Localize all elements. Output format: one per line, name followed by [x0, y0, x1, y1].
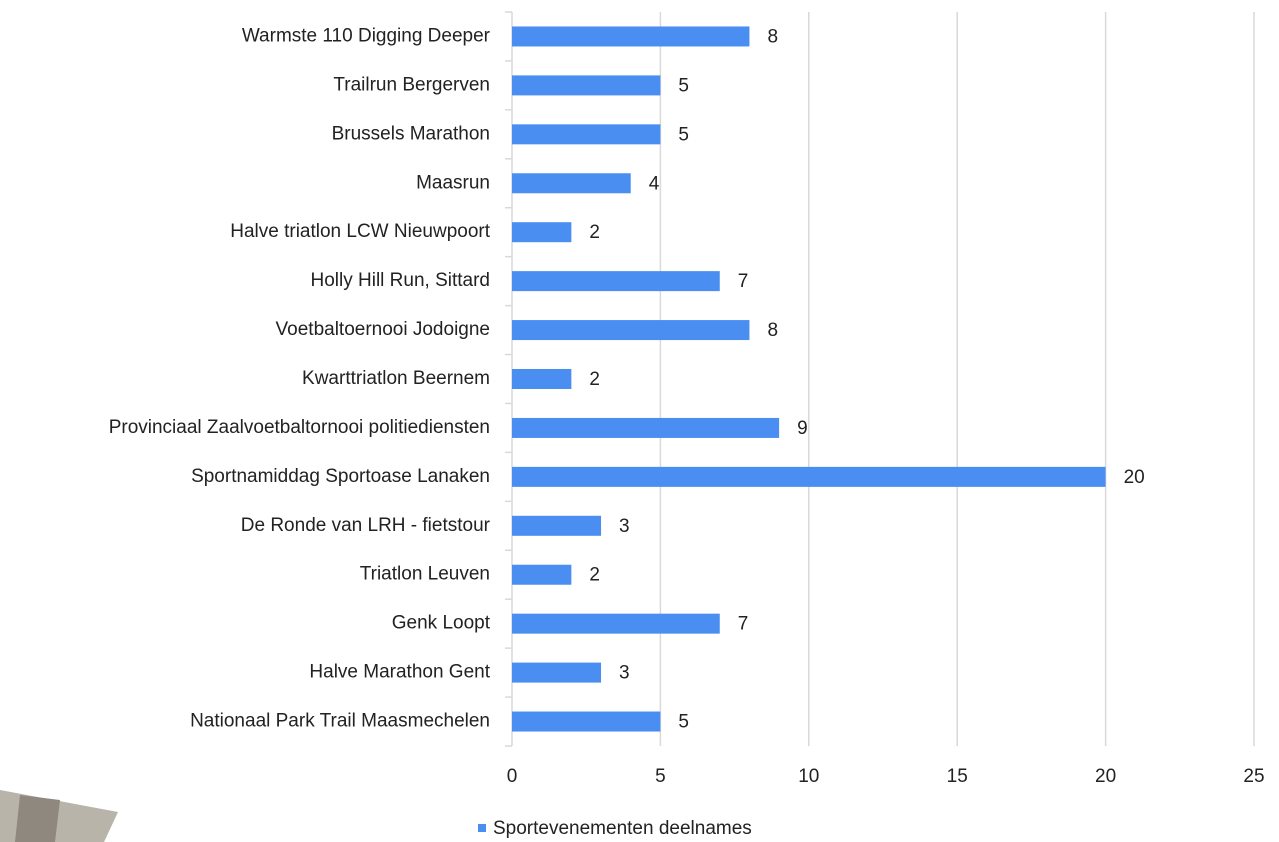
- legend-swatch: [478, 824, 486, 832]
- x-tick-label: 5: [655, 766, 666, 787]
- chart: 0510152025Warmste 110 Digging DeeperTrai…: [0, 0, 1279, 842]
- y-tick-label: Warmste 110 Digging Deeper: [242, 25, 491, 46]
- y-tick-label: Triatlon Leuven: [360, 564, 490, 585]
- y-tick-label: Brussels Marathon: [332, 123, 490, 144]
- data-label: 7: [738, 614, 749, 635]
- data-label: 8: [767, 26, 778, 47]
- bar: [512, 173, 631, 193]
- y-tick-label: Genk Loopt: [392, 613, 491, 634]
- data-label: 9: [797, 418, 808, 439]
- bar: [512, 271, 720, 291]
- data-label: 7: [738, 271, 749, 292]
- bar: [512, 369, 571, 389]
- y-tick-label: Provinciaal Zaalvoetbaltornooi politiedi…: [109, 417, 490, 438]
- bar: [512, 516, 601, 536]
- bar: [512, 75, 660, 95]
- x-tick-label: 0: [507, 766, 518, 787]
- y-tick-label: Halve Marathon Gent: [309, 662, 490, 683]
- data-label: 8: [767, 320, 778, 341]
- bar: [512, 614, 720, 634]
- x-tick-label: 10: [798, 766, 819, 787]
- y-tick-label: Sportnamiddag Sportoase Lanaken: [191, 466, 490, 487]
- bar: [512, 418, 779, 438]
- data-label: 5: [678, 124, 689, 145]
- x-tick-label: 20: [1095, 766, 1116, 787]
- x-tick-label: 25: [1243, 766, 1264, 787]
- y-tick-label: Halve triatlon LCW Nieuwpoort: [230, 221, 490, 242]
- bar: [512, 124, 660, 144]
- data-label: 3: [619, 663, 630, 684]
- bar: [512, 320, 749, 340]
- y-tick-label: Nationaal Park Trail Maasmechelen: [190, 711, 490, 732]
- bar: [512, 663, 601, 683]
- y-tick-label: Trailrun Bergerven: [333, 74, 490, 95]
- bar: [512, 565, 571, 585]
- data-label: 5: [678, 75, 689, 96]
- bar: [512, 222, 571, 242]
- bar: [512, 712, 660, 732]
- photo-fragment: [15, 795, 60, 842]
- y-tick-label: De Ronde van LRH - fietstour: [241, 515, 491, 536]
- x-tick-label: 15: [947, 766, 968, 787]
- data-label: 4: [649, 173, 660, 194]
- y-tick-label: Holly Hill Run, Sittard: [311, 270, 491, 291]
- y-tick-label: Voetbaltoernooi Jodoigne: [276, 319, 490, 340]
- y-tick-label: Kwarttriatlon Beernem: [302, 368, 490, 389]
- bar: [512, 26, 749, 46]
- data-label: 5: [678, 712, 689, 733]
- data-label: 20: [1124, 467, 1145, 488]
- data-label: 2: [589, 222, 600, 243]
- data-label: 3: [619, 516, 630, 537]
- bar: [512, 467, 1106, 487]
- data-label: 2: [589, 369, 600, 390]
- legend-label: Sportevenementen deelnames: [493, 818, 752, 839]
- data-label: 2: [589, 565, 600, 586]
- y-tick-label: Maasrun: [416, 172, 490, 193]
